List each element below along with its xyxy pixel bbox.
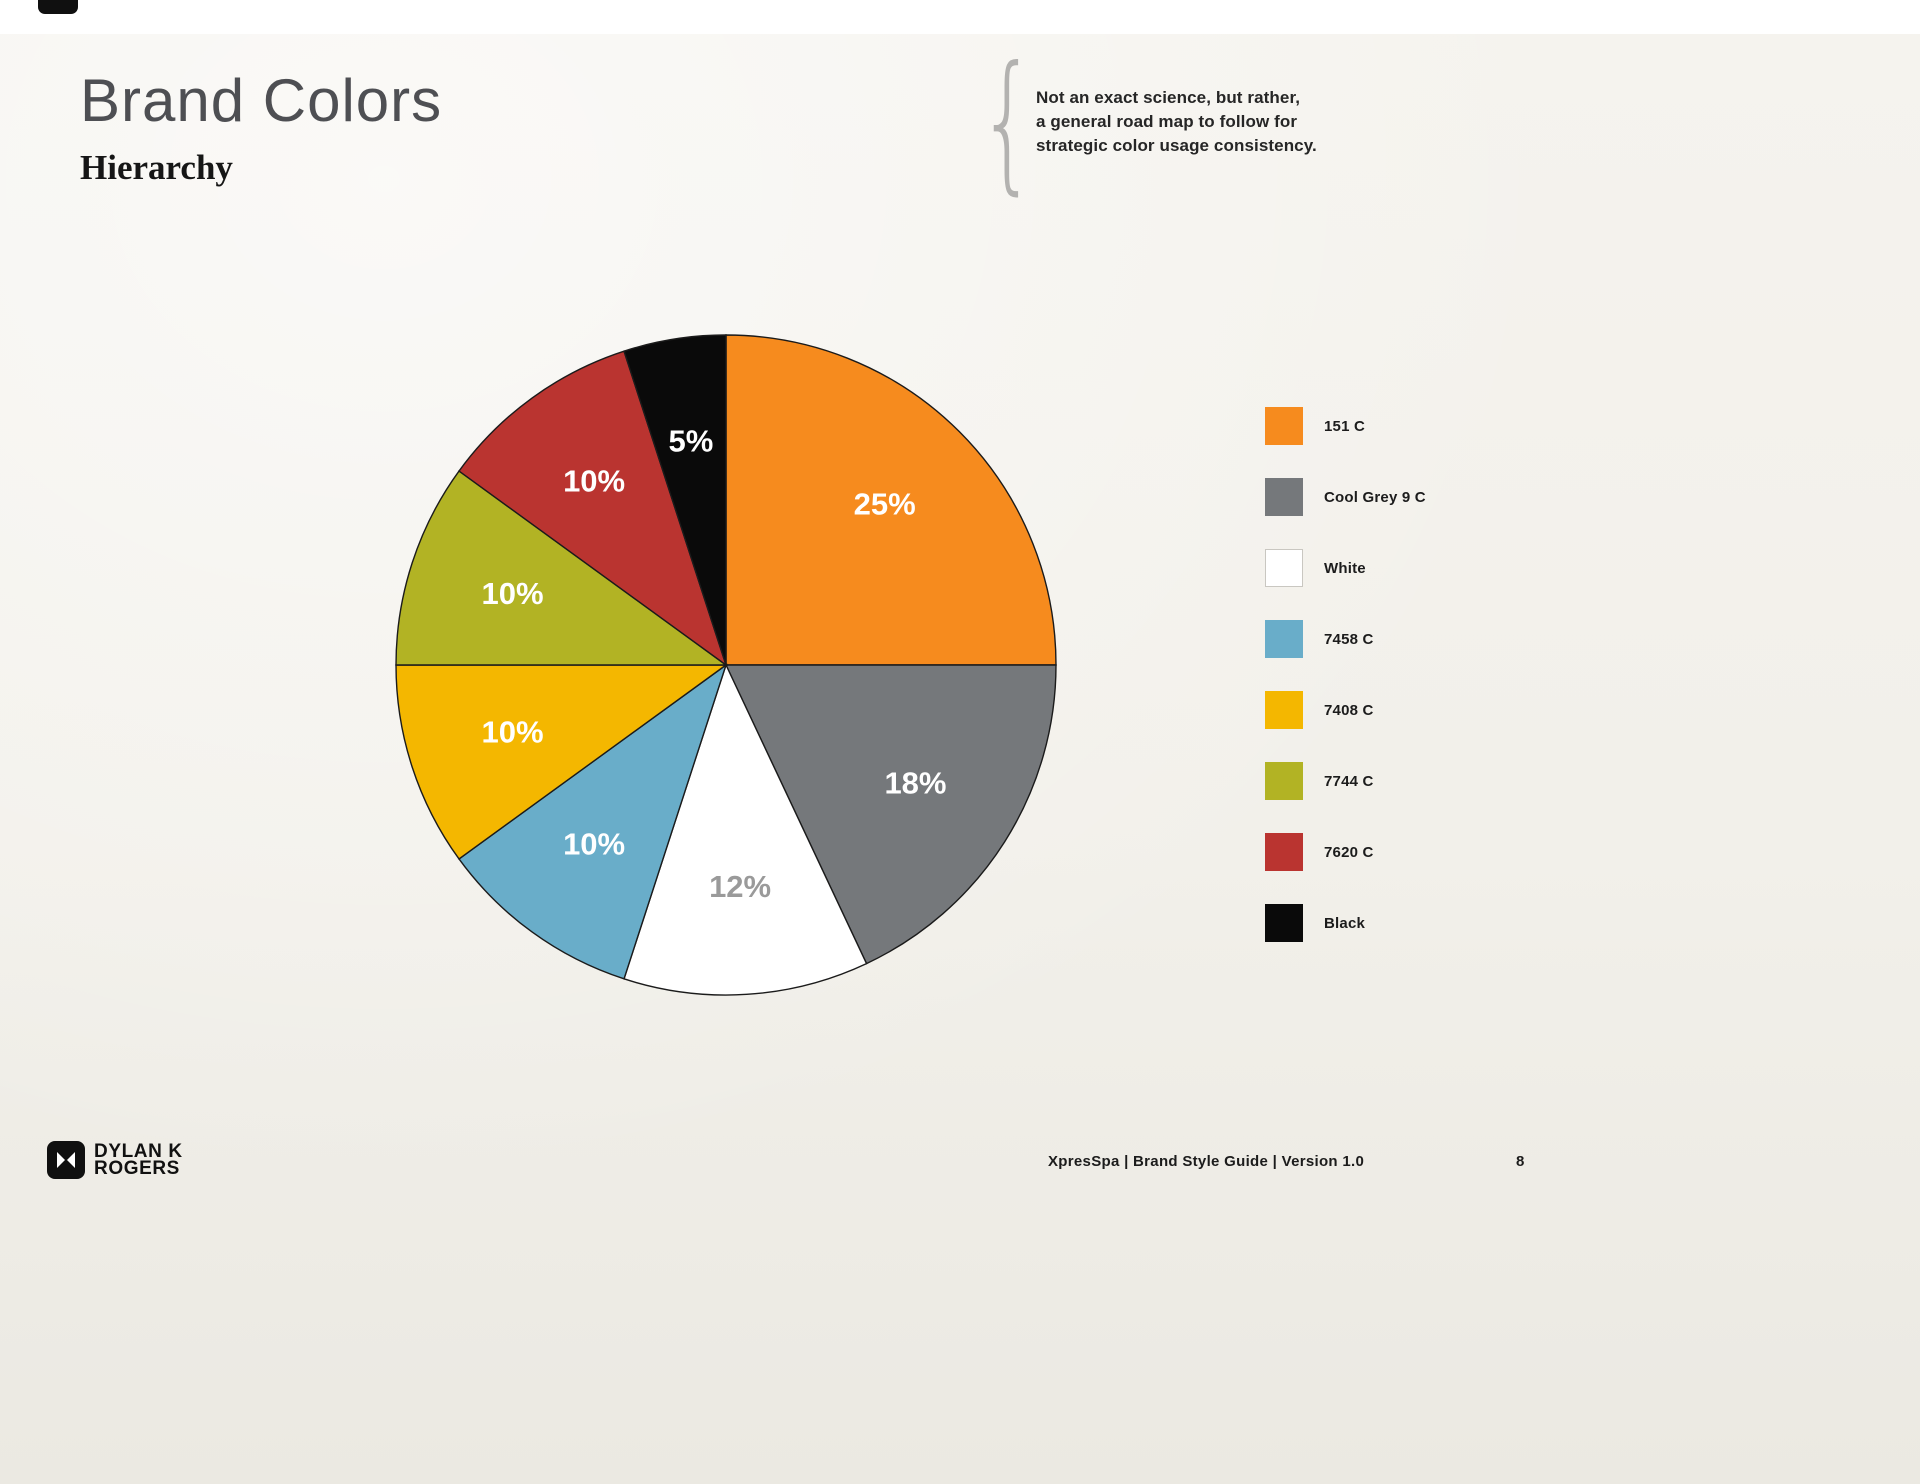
- pie-slice-7458-c: [458, 663, 728, 980]
- dylan-k-rogers-logo-icon: [47, 1141, 85, 1179]
- annotation-line: a general road map to follow for: [1036, 112, 1298, 131]
- logo-line-1: DYLAN K: [94, 1141, 183, 1162]
- legend-label: White: [1324, 559, 1366, 577]
- legend-item: 7744 C: [1265, 762, 1426, 800]
- pie-slice-white: [623, 663, 868, 996]
- pie-slice-value-label: 18%: [884, 765, 946, 800]
- cropped-logo-mark: [38, 0, 78, 14]
- pie-slice-value-label: 10%: [563, 464, 625, 499]
- dylan-k-rogers-logo: DYLAN K ROGERS: [46, 1140, 183, 1180]
- footer-text: XpresSpa | Brand Style Guide | Version 1…: [1048, 1153, 1365, 1170]
- pie-slice-cool-grey-9-c: [724, 664, 1057, 965]
- legend-label: Cool Grey 9 C: [1324, 488, 1426, 506]
- legend-swatch: [1265, 833, 1303, 871]
- page-subtitle: Hierarchy: [80, 148, 233, 187]
- pie-slice-7744-c: [395, 470, 729, 666]
- pie-slice-7408-c: [395, 664, 729, 860]
- legend-swatch: [1265, 407, 1303, 445]
- pie-slice-7620-c: [458, 350, 728, 667]
- legend-label: 7620 C: [1324, 843, 1374, 861]
- pie-slice-151-c: [725, 334, 1057, 666]
- legend-item: White: [1265, 549, 1426, 587]
- logo-line-2: ROGERS: [94, 1158, 180, 1179]
- pie-slice-value-label: 10%: [482, 715, 544, 750]
- annotation: { Not an exact science, but rather, a ge…: [978, 35, 1317, 209]
- legend-item: 7408 C: [1265, 691, 1426, 729]
- annotation-text: Not an exact science, but rather, a gene…: [1036, 86, 1317, 158]
- legend-swatch: [1265, 904, 1303, 942]
- annotation-line: strategic color usage consistency.: [1036, 136, 1317, 155]
- legend-swatch: [1265, 762, 1303, 800]
- page-title: Brand Colors: [80, 67, 443, 134]
- logo-wordmark: DYLAN K ROGERS: [94, 1141, 183, 1179]
- pie-slice-value-label: 25%: [854, 487, 916, 522]
- legend-label: 7408 C: [1324, 701, 1374, 719]
- legend-label: 7744 C: [1324, 772, 1374, 790]
- page-number: 8: [1516, 1153, 1525, 1170]
- legend-swatch: [1265, 478, 1303, 516]
- legend-item: Cool Grey 9 C: [1265, 478, 1426, 516]
- legend-label: 151 C: [1324, 417, 1366, 435]
- pie-slice-black: [623, 334, 727, 666]
- legend-item: 151 C: [1265, 407, 1426, 445]
- legend-item: 7620 C: [1265, 833, 1426, 871]
- legend-item: Black: [1265, 904, 1426, 942]
- brace-glyph: {: [978, 35, 1038, 209]
- pie-slice-value-label: 10%: [563, 827, 625, 862]
- pie-slice-value-label: 10%: [482, 576, 544, 611]
- legend-swatch: [1265, 691, 1303, 729]
- pie-slice-value-label: 5%: [668, 424, 713, 459]
- pie-slice-value-label: 12%: [709, 869, 771, 904]
- legend-swatch: [1265, 549, 1303, 587]
- annotation-line: Not an exact science, but rather,: [1036, 88, 1301, 107]
- legend-label: Black: [1324, 914, 1366, 932]
- legend-item: 7458 C: [1265, 620, 1426, 658]
- legend-label: 7458 C: [1324, 630, 1374, 648]
- pie-chart: 25% 18% 12% 10% 10% 10% 10% 5%: [395, 334, 1057, 996]
- legend: 151 C Cool Grey 9 C White 7458 C 7408 C 7744 …: [1265, 407, 1426, 975]
- legend-swatch: [1265, 620, 1303, 658]
